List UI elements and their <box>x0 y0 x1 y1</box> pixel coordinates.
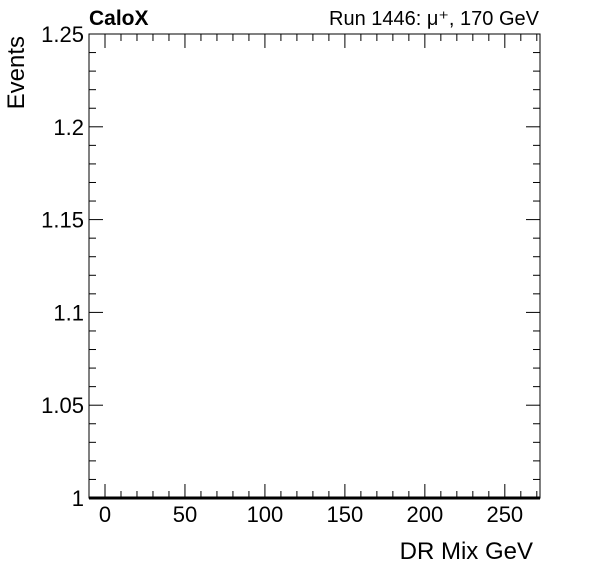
x-axis-title: DR Mix GeV <box>400 538 533 565</box>
x-tick-label: 250 <box>486 502 523 527</box>
experiment-label: CaloX <box>89 7 149 30</box>
x-tick-label: 0 <box>99 502 111 527</box>
x-tick-label: 200 <box>406 502 443 527</box>
y-tick-label: 1.1 <box>53 300 84 325</box>
y-tick-label: 1.05 <box>41 393 84 418</box>
plot-frame <box>88 33 541 499</box>
x-tick-label: 150 <box>327 502 364 527</box>
major-ticks <box>89 33 540 499</box>
run-info-label: Run 1446: μ⁺, 170 GeV <box>329 8 540 30</box>
x-tick-label: 50 <box>173 502 197 527</box>
y-tick-label: 1.25 <box>41 22 84 47</box>
y-tick-label: 1.2 <box>53 115 84 140</box>
tick-labels: 0 50 100 150 200 250 1 1.05 1.1 1.15 1.2 1.25 <box>41 22 523 527</box>
y-tick-label: 1 <box>72 486 84 511</box>
y-axis-title: Events <box>3 36 30 109</box>
x-tick-label: 100 <box>247 502 284 527</box>
minor-ticks <box>88 34 540 498</box>
y-tick-label: 1.15 <box>41 208 84 233</box>
